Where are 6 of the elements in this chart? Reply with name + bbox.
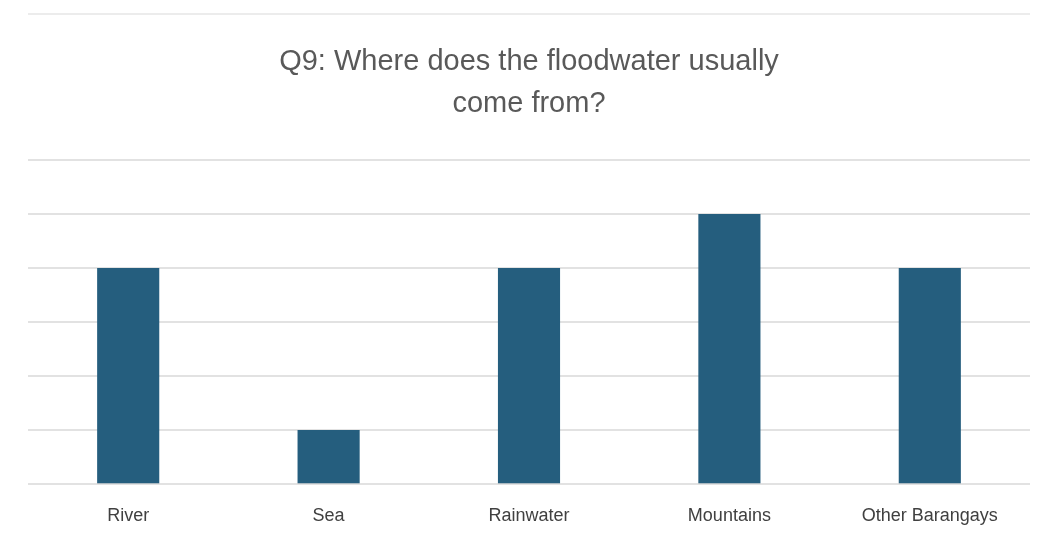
chart-title: Q9: Where does the floodwater usually come from?: [279, 44, 780, 118]
x-tick-label: Rainwater: [488, 505, 570, 525]
x-tick-label: Mountains: [687, 505, 771, 525]
x-tick-label: Sea: [312, 505, 346, 525]
x-tick-label: Other Barangays: [861, 505, 998, 525]
x-tick-label: River: [107, 505, 150, 525]
